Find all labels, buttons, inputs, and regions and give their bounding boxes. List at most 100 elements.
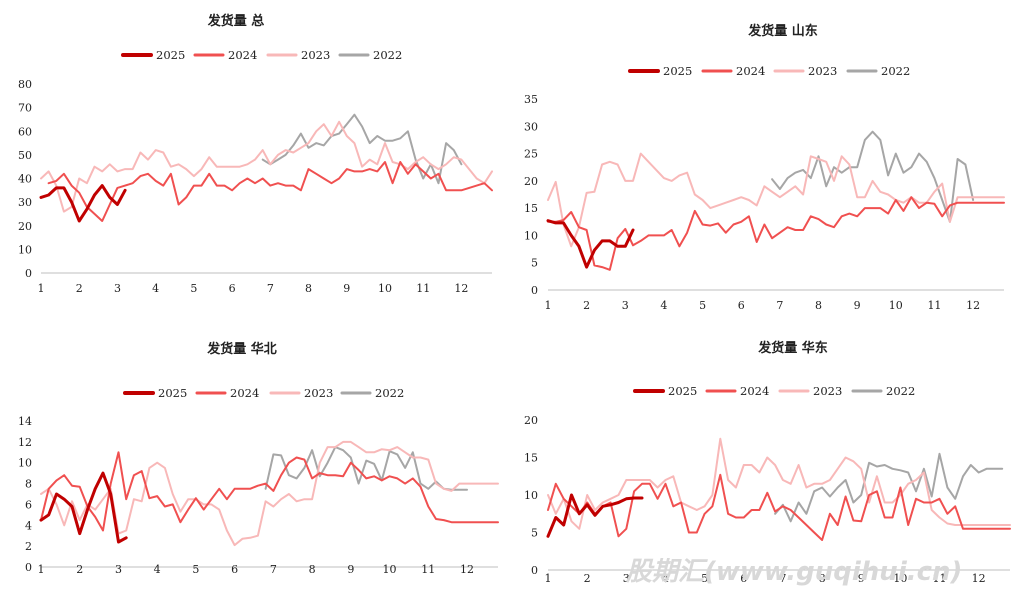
- x-tick-label: 12: [460, 563, 474, 576]
- x-tick-label: 11: [421, 563, 435, 576]
- x-tick-label: 10: [378, 282, 392, 295]
- legend-label-2024: 2024: [736, 64, 765, 78]
- legend-label-2024: 2024: [228, 48, 257, 62]
- series-line-2024: [40, 451, 499, 532]
- x-tick-label: 1: [38, 563, 45, 576]
- x-tick-label: 8: [305, 282, 312, 295]
- legend-label-2025: 2025: [668, 384, 697, 398]
- x-tick-label: 6: [229, 282, 236, 295]
- x-tick-label: 8: [309, 563, 316, 576]
- x-tick-label: 4: [662, 572, 669, 585]
- x-tick-label: 12: [966, 299, 980, 312]
- x-tick-label: 4: [152, 282, 159, 295]
- legend-label-2023: 2023: [304, 386, 333, 400]
- chart-title: 发货量 华东: [757, 340, 828, 356]
- y-tick-label: 0: [531, 564, 538, 577]
- x-tick-label: 6: [231, 563, 238, 576]
- x-tick-label: 10: [383, 563, 397, 576]
- legend-label-2024: 2024: [230, 386, 259, 400]
- x-tick-label: 11: [927, 299, 941, 312]
- x-tick-label: 6: [740, 572, 747, 585]
- legend-label-2022: 2022: [881, 64, 910, 78]
- series-line-2022: [264, 446, 468, 491]
- legend-label-2025: 2025: [158, 386, 187, 400]
- legend-label-2022: 2022: [886, 384, 915, 398]
- y-tick-label: 50: [18, 149, 32, 162]
- x-tick-label: 3: [622, 299, 629, 312]
- y-tick-label: 0: [531, 284, 538, 297]
- series-line-2022: [771, 130, 975, 223]
- x-tick-label: 2: [583, 299, 590, 312]
- x-tick-label: 5: [701, 572, 708, 585]
- x-tick-label: 7: [779, 572, 786, 585]
- legend-label-2022: 2022: [373, 48, 402, 62]
- legend-label-2024: 2024: [740, 384, 769, 398]
- y-tick-label: 15: [524, 452, 538, 465]
- x-tick-label: 6: [738, 299, 745, 312]
- y-tick-label: 12: [18, 436, 32, 449]
- x-tick-label: 11: [933, 572, 947, 585]
- series-line-2025: [546, 493, 644, 538]
- x-tick-label: 1: [38, 282, 45, 295]
- legend-label-2022: 2022: [375, 386, 404, 400]
- x-tick-label: 3: [623, 572, 630, 585]
- chart-title: 发货量 总: [207, 13, 265, 29]
- y-tick-label: 0: [25, 561, 32, 574]
- x-tick-label: 12: [972, 572, 986, 585]
- series-line-2025: [546, 219, 635, 269]
- y-tick-label: 6: [25, 498, 32, 511]
- x-tick-label: 9: [343, 282, 350, 295]
- x-tick-label: 10: [889, 299, 903, 312]
- y-tick-label: 14: [18, 415, 32, 428]
- legend-label-2023: 2023: [813, 384, 842, 398]
- x-tick-label: 5: [192, 563, 199, 576]
- series-line-2025: [39, 184, 127, 223]
- y-tick-label: 10: [524, 489, 538, 502]
- x-tick-label: 9: [858, 572, 865, 585]
- x-tick-label: 3: [115, 563, 122, 576]
- watermark: 股期汇(www.guqihui.cn): [625, 557, 962, 587]
- x-tick-label: 1: [545, 572, 552, 585]
- x-tick-label: 8: [819, 572, 826, 585]
- x-tick-label: 7: [267, 282, 274, 295]
- y-tick-label: 20: [18, 220, 32, 233]
- y-tick-label: 5: [531, 527, 538, 540]
- y-tick-label: 30: [524, 120, 538, 133]
- x-tick-label: 2: [584, 572, 591, 585]
- y-tick-label: 80: [18, 78, 32, 91]
- y-tick-label: 70: [18, 102, 32, 115]
- y-tick-label: 5: [531, 257, 538, 270]
- x-tick-label: 1: [545, 299, 552, 312]
- x-tick-label: 11: [416, 282, 430, 295]
- y-tick-label: 10: [524, 229, 538, 242]
- x-tick-label: 5: [699, 299, 706, 312]
- legend-label-2023: 2023: [301, 48, 330, 62]
- y-tick-label: 0: [25, 267, 32, 280]
- legend-label-2023: 2023: [808, 64, 837, 78]
- x-tick-label: 7: [270, 563, 277, 576]
- y-tick-label: 10: [18, 243, 32, 256]
- legend-label-2025: 2025: [156, 48, 185, 62]
- x-tick-label: 9: [347, 563, 354, 576]
- legend-label-2025: 2025: [663, 64, 692, 78]
- x-tick-label: 10: [893, 572, 907, 585]
- x-tick-label: 4: [154, 563, 161, 576]
- series-line-2024: [47, 161, 493, 222]
- x-tick-label: 2: [76, 282, 83, 295]
- chart-title: 发货量 华北: [206, 341, 277, 357]
- x-tick-label: 4: [660, 299, 667, 312]
- y-tick-label: 2: [25, 540, 32, 553]
- chart-title: 发货量 山东: [747, 23, 818, 39]
- y-tick-label: 30: [18, 196, 32, 209]
- y-tick-label: 35: [524, 93, 538, 106]
- y-tick-label: 15: [524, 202, 538, 215]
- series-line-2022: [774, 452, 1004, 523]
- series-line-2022: [261, 113, 463, 185]
- x-tick-label: 2: [76, 563, 83, 576]
- x-tick-label: 5: [190, 282, 197, 295]
- series-line-2024: [547, 196, 1005, 271]
